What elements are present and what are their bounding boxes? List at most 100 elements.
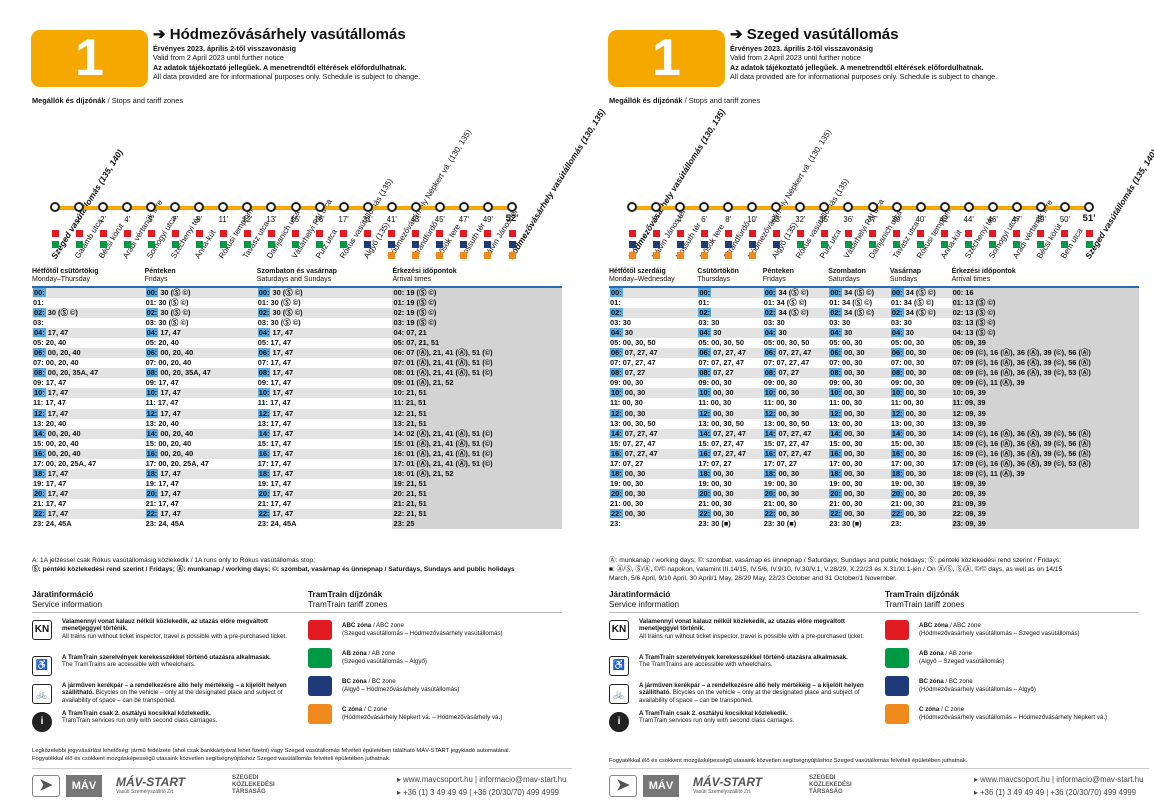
destination-title: ➔ Szeged vasútállomás xyxy=(730,26,899,43)
departure-cell: 06: 07, 27, 47 xyxy=(762,348,829,359)
departure-cell: 10: 17, 47 xyxy=(32,388,145,399)
table-row: 16: 00, 20, 40 16: 00, 20, 40 16: 17, 47 16… xyxy=(32,448,562,459)
travel-minutes: 15' xyxy=(290,215,301,224)
hour: 06: xyxy=(145,348,159,358)
stop-dot xyxy=(74,202,85,212)
hour: 14: xyxy=(890,428,904,438)
travel-minutes: 32' xyxy=(795,215,806,224)
column-header: Vasárnap Sundays xyxy=(889,268,952,288)
departure-cell: 08: 01 (Ⓐ), 21, 41 (Ⓐ), 51 (©) xyxy=(392,368,562,379)
departure-cell: 00: xyxy=(32,287,145,298)
departure-cell: 06: 00, 20, 40 xyxy=(32,348,145,359)
zone-swatch-orange xyxy=(885,704,909,724)
service-heading-en: Service information xyxy=(32,599,103,609)
departure-cell: 23: 25 xyxy=(392,519,562,530)
travel-minutes: 42' xyxy=(939,215,950,224)
stop-dot xyxy=(723,202,734,212)
zone-marker xyxy=(99,230,107,237)
zone-marker xyxy=(1061,230,1069,237)
departure-cell: 13: 17, 47 xyxy=(257,418,292,428)
table-row: 04: 17, 47 04: 17, 47 04: 17, 47 04: 07, 21 xyxy=(32,328,562,339)
hour: 19: xyxy=(698,478,710,488)
departure-cell: 02: 13 (Ⓢ ©) xyxy=(951,308,1139,319)
disclaimer-en: All data provided are for informational … xyxy=(730,72,998,82)
service-heading-hu: Járatinformáció xyxy=(32,590,94,599)
hour: 14: xyxy=(952,428,964,438)
stop-dot xyxy=(867,202,878,212)
stop-dot xyxy=(122,202,133,212)
stop-dot xyxy=(1084,202,1094,212)
departure-cell: 15: 07, 27, 47 xyxy=(698,438,744,448)
hour: 14: xyxy=(145,428,159,438)
stop-dot xyxy=(482,202,493,212)
hour: 20: xyxy=(890,488,904,498)
hour: 07: xyxy=(393,358,405,368)
zone-marker xyxy=(123,241,131,248)
departure-cell: 15: 07, 27, 47 xyxy=(763,438,810,448)
departure-cell: 12: 21, 51 xyxy=(392,408,562,419)
bicycle-icon: 🚲 xyxy=(609,684,629,704)
hour: 00: xyxy=(145,288,159,297)
travel-minutes: 49' xyxy=(482,215,494,224)
departure-cell: 03: 30 xyxy=(698,318,720,328)
departure-cell: 00: 30 (Ⓢ ©) xyxy=(144,287,257,298)
hour: 04: xyxy=(890,328,904,338)
hour: 15: xyxy=(698,438,710,448)
table-row: 10: 00, 30 10: 00, 30 10: 00, 30 10: 00, 30… xyxy=(609,388,1139,399)
departure-cell: 18: 00, 30 xyxy=(697,468,763,479)
mav-start-sub: Vasúti Személyszállító Zrt. xyxy=(693,789,752,795)
hour: 21: xyxy=(33,498,44,508)
hour: 21: xyxy=(698,498,710,508)
departure-cell: 00: 30 (Ⓢ ©) xyxy=(256,287,393,298)
hour: 14: xyxy=(393,428,405,438)
stops-label-hu: Megállók és díjzónák xyxy=(32,96,106,105)
departure-cell: 10: 00, 30 xyxy=(762,388,829,399)
zone-name: AB zóna xyxy=(919,650,944,657)
phone-text: +36 (1) 3 49 49 49 | +36 (20/30/70) 499 … xyxy=(403,788,560,797)
web-contact: ▸ www.mavcsoport.hu | informacio@mav-sta… xyxy=(397,775,567,784)
departure-cell: 02: xyxy=(697,308,763,319)
departure-cell: 20: 00, 30 xyxy=(889,488,952,499)
stops-label-hu: Megállók és díjzónák xyxy=(609,96,683,105)
zone-marker xyxy=(316,241,324,248)
hour: 18: xyxy=(33,468,46,478)
departure-cell: 15: 00, 30 xyxy=(829,438,863,448)
header: ➔ Szeged vasútállomás Érvényes 2023. ápr… xyxy=(730,26,1150,82)
hour: 18: xyxy=(393,468,405,478)
hour: 00: xyxy=(33,288,46,297)
departure-cell: 00: 16 xyxy=(951,287,1139,298)
zone-marker xyxy=(844,241,852,248)
departure-cell: 21: 00, 30 xyxy=(698,498,732,508)
stop-dot xyxy=(675,202,686,212)
table-row: 13: 20, 40 13: 20, 40 13: 17, 47 13: 21, 51 xyxy=(32,418,562,429)
table-row: 00: 00: 00: 34 (Ⓢ ©) 00: 34 (Ⓢ ©) 00: 34 (Ⓢ … xyxy=(609,287,1139,298)
departure-cell: 12: 00, 30 xyxy=(762,408,829,419)
zone-marker xyxy=(820,241,828,248)
hour: 22: xyxy=(890,509,904,518)
zone-marker xyxy=(316,230,324,237)
stop-dot xyxy=(146,202,157,212)
zone-marker xyxy=(1037,230,1045,237)
zone-marker xyxy=(628,230,636,237)
hour: 20: xyxy=(145,488,159,498)
hour: 16: xyxy=(393,448,405,458)
table-row: 20: 17, 47 20: 17, 47 20: 17, 47 20: 21, 51 xyxy=(32,488,562,499)
departure-cell: 01: 30 (Ⓢ ©) xyxy=(257,298,301,308)
zone-swatch-green xyxy=(885,648,909,668)
service-info-heading: Járatinformáció Service information xyxy=(32,590,102,609)
zone-marker xyxy=(724,230,732,237)
hour: 21: xyxy=(952,498,964,508)
hour: 04: xyxy=(257,328,271,338)
travel-minutes: 47' xyxy=(1011,215,1022,224)
zone-marker xyxy=(772,230,780,237)
departure-cell: 13: 09, 39 xyxy=(951,418,1139,429)
hour: 09: xyxy=(890,378,902,388)
tariff-heading-en: TramTrain tariff zones xyxy=(308,599,388,609)
zone-name: ABC zóna xyxy=(919,622,949,629)
departure-cell: 05: 00, 30 xyxy=(829,338,863,348)
stop-dot xyxy=(987,202,998,212)
zone-name: C zóna xyxy=(342,706,363,713)
info-text-bold: Valamennyi vonat kalauz nélkül közlekedi… xyxy=(639,618,845,633)
table-row: 02: 02: 02: 34 (Ⓢ ©) 02: 34 (Ⓢ ©) 02: 34 (Ⓢ … xyxy=(609,308,1139,319)
hour: 23: xyxy=(829,519,840,529)
